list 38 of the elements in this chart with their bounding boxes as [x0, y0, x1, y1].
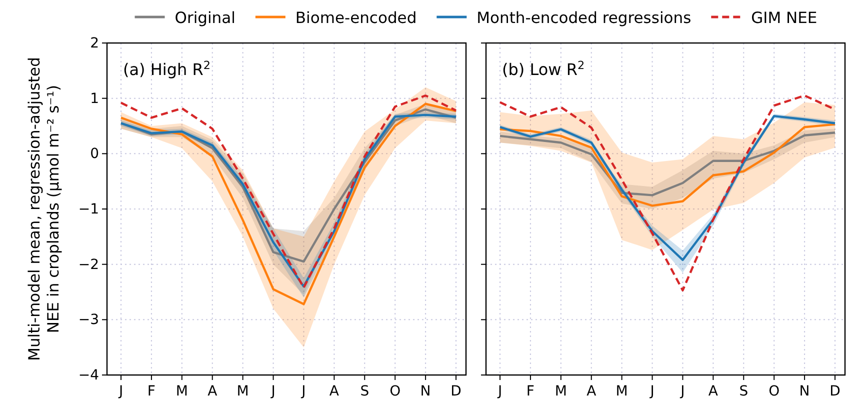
x-tick-label: S — [739, 384, 748, 400]
x-tick-label: A — [708, 384, 718, 400]
x-tick-label: J — [649, 384, 654, 400]
x-tick-label: J — [118, 384, 124, 400]
x-tick-label: S — [360, 384, 370, 400]
x-tick-label: A — [329, 384, 340, 400]
y-tick-label: 2 — [90, 35, 99, 52]
x-tick-label: N — [799, 384, 810, 400]
x-tick-label: O — [390, 384, 401, 400]
x-tick-label: A — [208, 384, 218, 400]
y-tick-label: 0 — [90, 146, 99, 162]
x-tick-label: M — [554, 384, 567, 400]
annotation: (b) Low R$^{2}$ — [502, 58, 585, 79]
x-tick-label: J — [300, 384, 306, 400]
y-tick-label: −3 — [78, 312, 99, 328]
x-tick-label: M — [176, 384, 188, 400]
x-tick-label: J — [680, 384, 685, 400]
x-tick-label: N — [420, 384, 431, 400]
legend-label: GIM NEE — [751, 9, 818, 27]
legend-label: Original — [174, 9, 236, 27]
x-tick-label: F — [147, 384, 156, 400]
annotation: (a) High R$^{2}$ — [123, 58, 210, 79]
x-tick-label: D — [830, 384, 840, 400]
legend-label: Biome-encoded — [295, 9, 417, 27]
x-tick-label: M — [616, 384, 628, 400]
x-tick-label: O — [768, 384, 780, 400]
x-tick-label: J — [496, 384, 502, 400]
x-tick-label: D — [450, 384, 462, 400]
y-tick-label: −4 — [78, 367, 100, 384]
x-tick-label: A — [586, 384, 597, 400]
x-tick-label: J — [270, 384, 276, 400]
y-axis-title: Multi-model mean, regression-adjusted NEE in croplands (μmol m⁻² s⁻¹) — [26, 57, 62, 361]
y-tick-label: −2 — [78, 256, 99, 273]
y-tick-label: 1 — [90, 90, 99, 107]
x-tick-label: M — [236, 384, 249, 400]
y-tick-label: −1 — [78, 201, 99, 218]
x-tick-label: F — [526, 384, 534, 400]
legend-label: Month-encoded regressions — [476, 9, 692, 27]
